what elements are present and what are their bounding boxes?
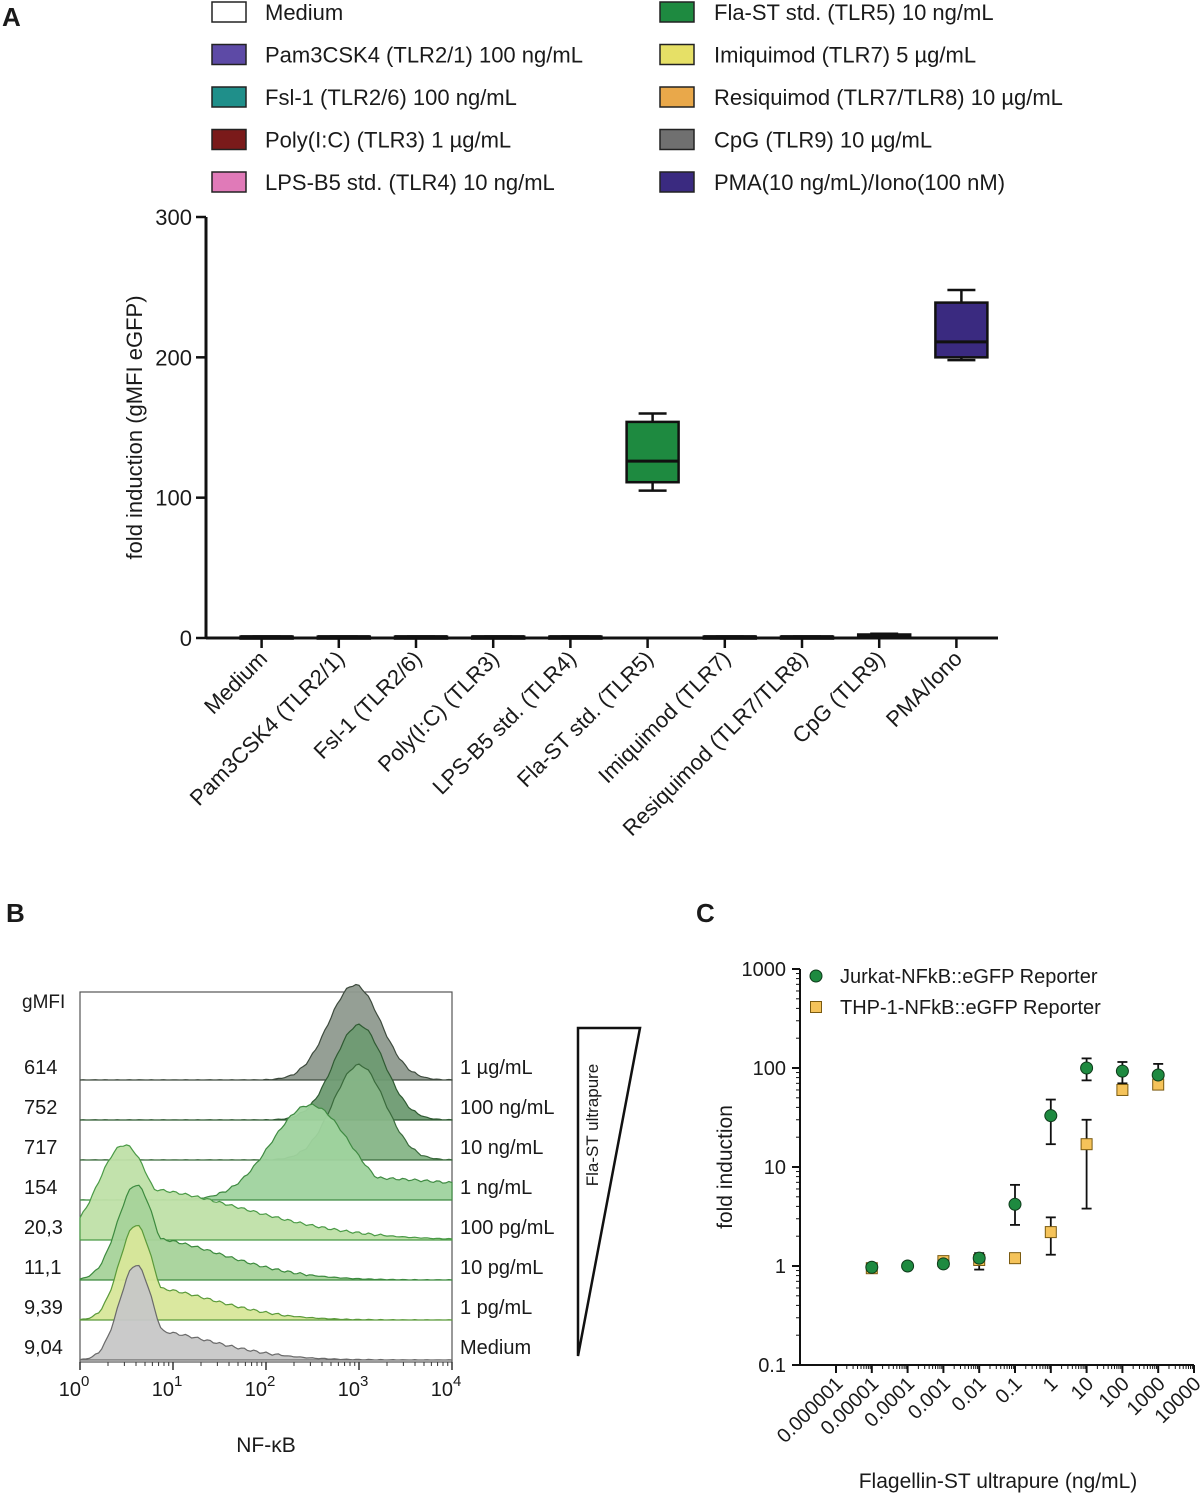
x-axis-label: Flagellin-ST ultrapure (ng/mL)	[859, 1470, 1138, 1493]
gradient-label: Fla-ST ultrapure	[583, 1064, 602, 1187]
histogram-7	[79, 1224, 453, 1321]
legend-swatch	[211, 171, 247, 193]
concentration-label: 10 pg/mL	[460, 1257, 543, 1279]
data-point-jurkat	[1008, 1197, 1022, 1211]
data-point-thp1	[1044, 1226, 1057, 1239]
legend-swatch	[659, 171, 695, 193]
data-point-jurkat	[1080, 1061, 1094, 1075]
data-point-jurkat	[972, 1251, 986, 1265]
legend-swatch	[211, 1, 247, 23]
legend-swatch	[211, 128, 247, 151]
box-6	[625, 420, 680, 484]
gradient-triangle	[576, 1026, 642, 1357]
gmfi-value: 20,3	[24, 1217, 63, 1239]
legend-label: Poly(I:C) (TLR3) 1 µg/mL	[265, 128, 511, 153]
panel-letter-b: B	[6, 898, 25, 928]
legend-label: Imiquimod (TLR7) 5 µg/mL	[714, 43, 976, 68]
x-axis-label: NF-κB	[236, 1434, 296, 1457]
data-point-thp1	[1080, 1138, 1093, 1151]
x-tick-label: 0.01	[948, 1373, 991, 1416]
legend-label: Fla-ST std. (TLR5) 10 ng/mL	[714, 0, 994, 25]
legend-label: LPS-B5 std. (TLR4) 10 ng/mL	[265, 170, 555, 195]
data-point-jurkat	[901, 1259, 915, 1273]
x-tick-label: 0.1	[991, 1373, 1026, 1408]
gmfi-header: gMFI	[22, 992, 65, 1013]
x-tick-label: 0.001	[904, 1373, 955, 1424]
legend-label: Fsl-1 (TLR2/6) 100 ng/mL	[265, 85, 517, 110]
histogram-1	[79, 983, 453, 1081]
gmfi-value: 752	[24, 1097, 57, 1119]
legend-swatch	[211, 43, 247, 66]
y-tick-label: 0	[180, 626, 192, 651]
legend-label: Resiquimod (TLR7/TLR8) 10 µg/mL	[714, 85, 1063, 110]
data-point-jurkat	[936, 1257, 950, 1271]
y-tick-label: 200	[155, 345, 192, 370]
gmfi-value: 9,04	[24, 1337, 63, 1359]
data-point-jurkat	[865, 1260, 879, 1274]
legend-swatch	[211, 86, 247, 108]
gmfi-value: 614	[24, 1057, 57, 1079]
histogram-6	[79, 1184, 453, 1281]
y-tick-label: 100	[155, 486, 192, 511]
data-point-jurkat	[1151, 1068, 1165, 1082]
legend-swatch	[659, 43, 695, 66]
x-tick-label: 101	[152, 1373, 183, 1401]
y-tick-label: 1000	[742, 959, 787, 981]
data-point-jurkat	[1115, 1064, 1129, 1078]
y-axis-label: fold induction	[714, 1105, 737, 1229]
data-point-thp1	[1116, 1083, 1129, 1096]
x-tick-label: 10	[1067, 1373, 1098, 1404]
x-tick-label: 103	[338, 1373, 369, 1401]
gmfi-value: 11,1	[24, 1257, 61, 1279]
concentration-label: Medium	[460, 1337, 531, 1359]
gmfi-value: 717	[24, 1137, 57, 1159]
y-axis-label: fold induction (gMFI eGFP)	[122, 295, 147, 559]
panel-c-dose-response: 0.111010010000.0000010.000010.00010.0010…	[714, 959, 1204, 1493]
y-tick-label: 1	[775, 1256, 786, 1278]
concentration-label: 1 pg/mL	[460, 1297, 532, 1319]
y-tick-label: 100	[753, 1058, 786, 1080]
y-tick-label: 10	[764, 1157, 786, 1179]
x-tick-label: 104	[431, 1373, 462, 1401]
legend-label: PMA(10 ng/mL)/Iono(100 nM)	[714, 170, 1005, 195]
legend-label: THP-1-NFkB::eGFP Reporter	[840, 997, 1101, 1019]
gmfi-value: 9,39	[24, 1297, 63, 1319]
legend-label: Medium	[265, 0, 343, 25]
legend-swatch	[659, 86, 695, 108]
gmfi-value: 154	[24, 1177, 57, 1199]
x-category-label: Pam3CSK4 (TLR2/1)	[185, 646, 350, 811]
legend-swatch	[659, 1, 695, 23]
concentration-label: 10 ng/mL	[460, 1137, 543, 1159]
box-10	[934, 301, 989, 359]
concentration-label: 1 ng/mL	[460, 1177, 532, 1199]
concentration-label: 100 pg/mL	[460, 1217, 555, 1239]
y-tick-label: 300	[155, 205, 192, 230]
x-category-label: Imiquimod (TLR7)	[593, 646, 735, 788]
x-category-label: Medium	[199, 646, 272, 719]
data-point-jurkat	[1044, 1109, 1058, 1123]
histogram-8	[79, 1264, 453, 1361]
legend-marker-thp1	[810, 1001, 822, 1013]
legend-marker-jurkat	[809, 969, 823, 983]
y-tick-label: 0.1	[758, 1355, 786, 1377]
panel-b-histograms: gMFI 614 1 µg/mL 752 100 ng/mL 717 10 ng/mL 154…	[22, 983, 642, 1457]
concentration-label: 100 ng/mL	[460, 1097, 555, 1119]
concentration-label: 1 µg/mL	[460, 1057, 533, 1079]
panel-letter-c: C	[696, 898, 715, 928]
histogram-5	[79, 1144, 453, 1241]
x-category-label: LPS-B5 std. (TLR4)	[428, 646, 581, 799]
x-category-label: PMA/Iono	[881, 646, 967, 732]
data-point-thp1	[1009, 1252, 1021, 1265]
x-tick-label: 1	[1039, 1373, 1062, 1396]
panel-letter-a: A	[2, 2, 21, 32]
legend-label: CpG (TLR9) 10 µg/mL	[714, 128, 932, 153]
panel-a-box-plot: Medium Pam3CSK4 (TLR2/1) 100 ng/mL Fsl-1 (…	[122, 0, 1063, 841]
legend-label: Pam3CSK4 (TLR2/1) 100 ng/mL	[265, 43, 583, 68]
legend-swatch	[659, 128, 695, 151]
legend-label: Jurkat-NFkB::eGFP Reporter	[840, 966, 1098, 988]
x-category-label: Fla-ST std. (TLR5)	[512, 646, 658, 792]
x-tick-label: 102	[245, 1373, 276, 1401]
x-tick-label: 100	[59, 1373, 90, 1401]
